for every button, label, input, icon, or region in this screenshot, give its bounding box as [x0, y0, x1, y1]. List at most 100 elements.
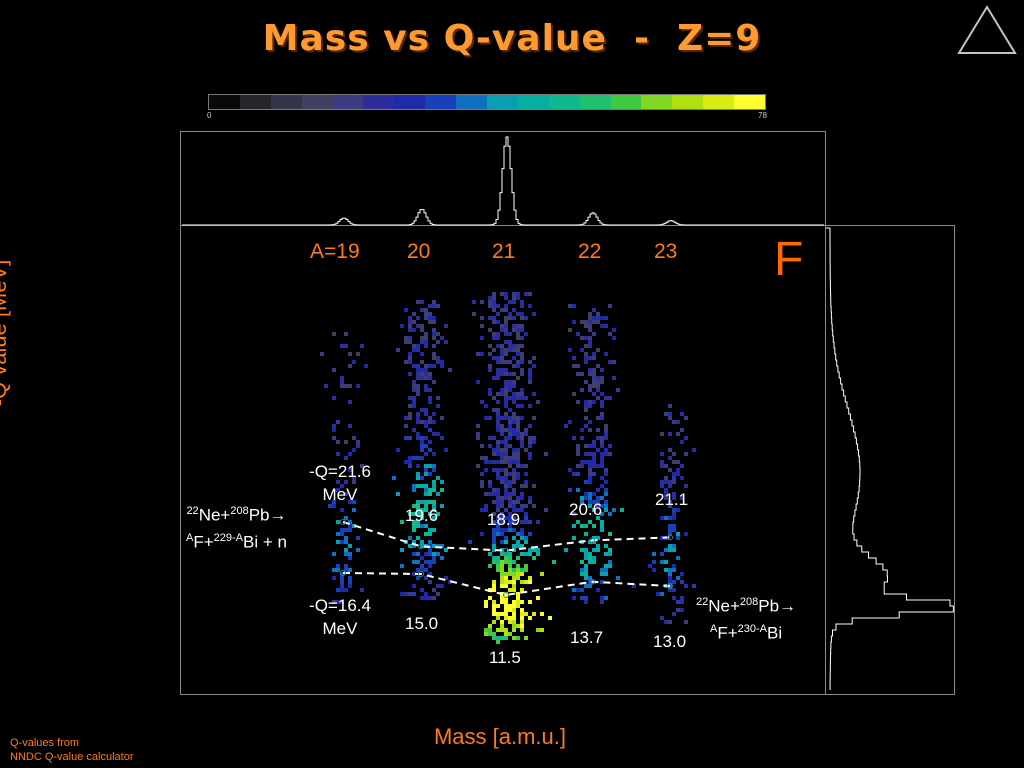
heatmap-cell [568, 420, 572, 424]
heatmap-cell [520, 416, 524, 420]
heatmap-cell [664, 568, 668, 572]
heatmap-cell [444, 576, 448, 580]
heatmap-cell [404, 460, 408, 464]
heatmap-cell [592, 400, 596, 404]
heatmap-cell [496, 360, 500, 364]
heatmap-cell [664, 412, 668, 416]
heatmap-cell [340, 484, 344, 488]
heatmap-cell [428, 416, 432, 420]
heatmap-cell [676, 432, 680, 436]
heatmap-cell [512, 492, 516, 496]
heatmap-cell [416, 368, 420, 372]
heatmap-cell [504, 320, 508, 324]
heatmap-cell [412, 320, 416, 324]
heatmap-cell [348, 580, 352, 584]
heatmap-cell [348, 520, 352, 524]
heatmap-cell [416, 560, 420, 564]
heatmap-cell [596, 548, 600, 552]
heatmap-cell [576, 464, 580, 468]
heatmap-cell [508, 340, 512, 344]
heatmap-cell [596, 516, 600, 520]
heatmap-cell [428, 572, 432, 576]
heatmap-cell [668, 568, 672, 572]
heatmap-cell [508, 396, 512, 400]
heatmap-cell [484, 492, 488, 496]
heatmap-cell [552, 560, 556, 564]
heatmap-cell [520, 588, 524, 592]
heatmap-cell [412, 520, 416, 524]
triangle-icon[interactable] [956, 4, 1018, 56]
heatmap-cell [508, 388, 512, 392]
heatmap-cell [496, 420, 500, 424]
heatmap-cell [512, 480, 516, 484]
heatmap-cell [528, 616, 532, 620]
heatmap-cell [588, 384, 592, 388]
heatmap-cell [524, 448, 528, 452]
heatmap-cell [584, 492, 588, 496]
heatmap-cell [504, 536, 508, 540]
heatmap-cell [436, 552, 440, 556]
heatmap-cell [528, 436, 532, 440]
heatmap-cell [496, 516, 500, 520]
heatmap-cell [424, 316, 428, 320]
heatmap-cell [492, 600, 496, 604]
heatmap-cell [424, 436, 428, 440]
heatmap-cell [336, 532, 340, 536]
heatmap-cell [480, 324, 484, 328]
heatmap-cell [424, 340, 428, 344]
heatmap-cell [332, 600, 336, 604]
heatmap-cell [668, 580, 672, 584]
heatmap-cell [416, 324, 420, 328]
heatmap-cell [584, 344, 588, 348]
heatmap-cell [516, 564, 520, 568]
heatmap-cell [588, 480, 592, 484]
heatmap-cell [412, 504, 416, 508]
upper-q-annotation-line2: MeV [322, 485, 358, 504]
heatmap-cell [672, 420, 676, 424]
heatmap-cell [480, 352, 484, 356]
heatmap-cell [580, 548, 584, 552]
heatmap-cell [668, 620, 672, 624]
heatmap-cell [404, 416, 408, 420]
q-label-lower-23: 13.0 [653, 632, 687, 651]
heatmap-cell [520, 404, 524, 408]
heatmap-cell [344, 552, 348, 556]
heatmap-cell [592, 372, 596, 376]
heatmap-cell [436, 340, 440, 344]
heatmap-cell [408, 352, 412, 356]
lower-q-annotation-line1: -Q=16.4 [309, 596, 371, 615]
heatmap-cell [600, 596, 604, 600]
heatmap-cell [420, 516, 424, 520]
heatmap-cell [344, 440, 348, 444]
reaction-lower: 22Ne+208Pb→ AF+230-ABi [696, 596, 797, 643]
heatmap-cell [484, 504, 488, 508]
heatmap-cell [584, 424, 588, 428]
heatmap-cell [428, 552, 432, 556]
heatmap-cell [580, 348, 584, 352]
heatmap-cell [340, 572, 344, 576]
heatmap-cell [592, 464, 596, 468]
heatmap-cell [428, 400, 432, 404]
heatmap-cell [504, 388, 508, 392]
heatmap-cell [596, 396, 600, 400]
heatmap-cell [512, 476, 516, 480]
heatmap-cell [444, 548, 448, 552]
heatmap-cell [348, 424, 352, 428]
heatmap-cell [424, 492, 428, 496]
heatmap-cell [600, 524, 604, 528]
heatmap-cell [592, 524, 596, 528]
heatmap-cell [492, 436, 496, 440]
heatmap-cell [496, 556, 500, 560]
heatmap-cell [588, 496, 592, 500]
heatmap-cell [500, 352, 504, 356]
heatmap-cell [616, 576, 620, 580]
heatmap-cell [504, 328, 508, 332]
heatmap-cell [348, 452, 352, 456]
heatmap-cell [528, 548, 532, 552]
heatmap-cell [592, 384, 596, 388]
heatmap-cell [508, 484, 512, 488]
heatmap-cell [484, 632, 488, 636]
heatmap-cell [500, 560, 504, 564]
heatmap-cell [428, 532, 432, 536]
heatmap-cell [424, 484, 428, 488]
